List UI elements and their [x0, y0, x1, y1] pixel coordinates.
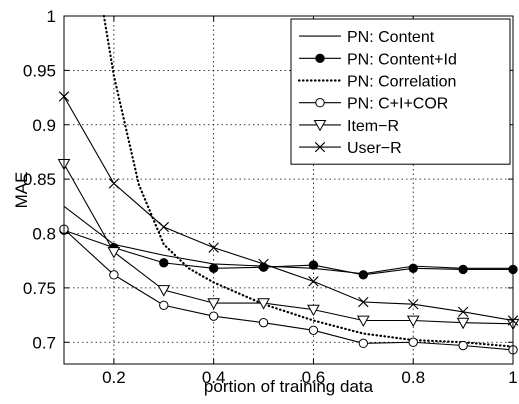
- legend: PN: Content PN: Content+Id PN: Correlation…: [290, 18, 511, 165]
- data-point-filled-circle: [315, 53, 325, 63]
- y-tick-label: 0.95: [23, 61, 56, 80]
- y-tick-label: 0.7: [32, 333, 56, 352]
- data-point-open-circle: [308, 325, 319, 335]
- y-tick-label: 0.85: [23, 170, 56, 189]
- x-tick-label: 1: [508, 368, 517, 387]
- series-line: [63, 228, 514, 351]
- legend-label: PN: Content+Id: [347, 51, 457, 68]
- data-point-triangle: [313, 120, 327, 132]
- series-line: [63, 163, 514, 325]
- x-tick-label: 0.4: [202, 368, 226, 387]
- data-point-open-circle: [109, 270, 119, 280]
- plot-frame: [63, 15, 514, 365]
- series-0: [63, 205, 513, 275]
- series-3: [59, 224, 518, 355]
- data-point-filled-circle: [358, 270, 369, 280]
- data-point-open-circle: [208, 311, 219, 321]
- data-point-open-circle: [159, 300, 169, 310]
- data-point-x: [314, 141, 326, 153]
- data-point-x: [358, 296, 369, 308]
- x-tick-label: 0.8: [401, 368, 425, 387]
- series-line: [102, 14, 515, 348]
- legend-label: PN: Correlation: [347, 74, 456, 91]
- series-line: [63, 205, 513, 275]
- y-axis-title: MAE: [12, 172, 31, 209]
- data-point-x: [158, 221, 169, 233]
- data-point-open-circle: [315, 98, 325, 108]
- series-layer: [57, 14, 519, 355]
- data-point-filled-circle: [208, 263, 219, 273]
- data-point-filled-circle: [308, 260, 319, 270]
- legend-label: Item−R: [347, 118, 399, 135]
- data-point-triangle: [207, 298, 221, 310]
- data-point-x: [208, 242, 219, 253]
- data-point-open-circle: [358, 338, 369, 349]
- data-point-open-circle: [258, 317, 269, 328]
- data-point-filled-circle: [159, 258, 169, 268]
- series-line: [63, 96, 514, 322]
- y-tick-label: 0.9: [32, 116, 56, 135]
- data-point-x: [308, 276, 319, 287]
- y-tick-label: 1: [47, 7, 56, 26]
- legend-box: [290, 18, 511, 165]
- data-point-triangle: [406, 315, 420, 328]
- data-point-x: [258, 258, 269, 270]
- data-point-triangle: [257, 298, 270, 310]
- tick-layer: 0.2 0.4 0.6 0.8 1 0.7 0.75 0.8 0.85 0.9 0.95 1: [23, 7, 518, 387]
- legend-label: PN: Content: [347, 29, 435, 46]
- legend-label: PN: C+I+COR: [347, 96, 448, 113]
- y-tick-label: 0.8: [32, 225, 56, 244]
- x-tick-label: 0.2: [102, 368, 126, 387]
- series-line: [63, 229, 513, 276]
- data-point-triangle: [356, 315, 370, 328]
- data-point-open-circle: [458, 340, 468, 351]
- x-tick-label: 0.6: [302, 368, 326, 387]
- data-point-triangle: [456, 317, 470, 330]
- series-2: [102, 14, 515, 348]
- data-point-triangle: [157, 285, 171, 297]
- data-point-open-circle: [408, 337, 418, 347]
- legend-label: User−R: [347, 140, 402, 157]
- data-point-filled-circle: [408, 263, 418, 273]
- data-point-triangle: [307, 304, 320, 317]
- data-point-triangle: [107, 247, 121, 259]
- data-point-x: [408, 298, 419, 310]
- x-axis-title: portion of training data: [204, 377, 374, 396]
- data-point-filled-circle: [458, 264, 468, 275]
- data-point-x: [108, 178, 120, 189]
- data-point-x: [457, 306, 469, 317]
- y-tick-label: 0.75: [23, 279, 56, 298]
